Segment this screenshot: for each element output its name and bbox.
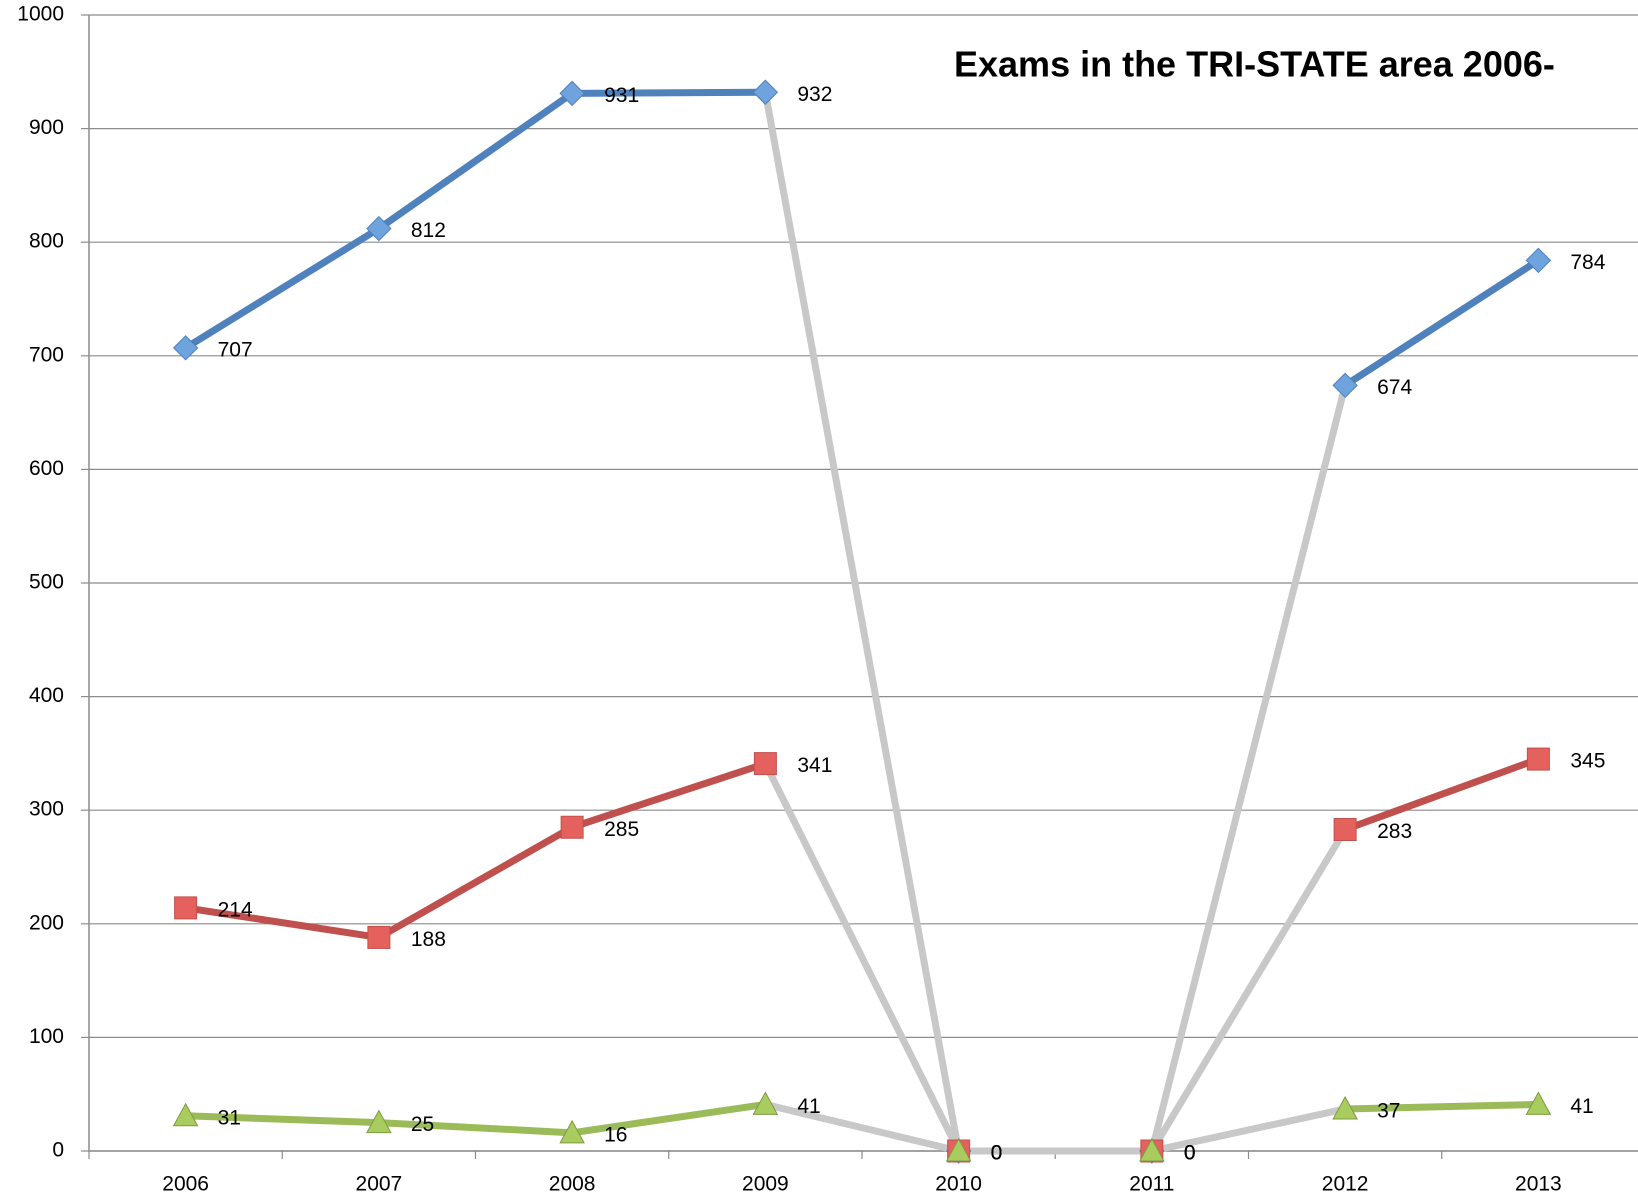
data-label: 16 [604,1123,627,1146]
data-label: 345 [1570,750,1605,773]
line-segment [568,1100,769,1137]
line-segment [1341,755,1542,834]
data-label: 41 [797,1095,820,1118]
data-label: 31 [218,1106,241,1129]
line-segment [1148,826,1349,1155]
y-tick-label: 900 [29,116,64,139]
y-tick-label: 700 [29,343,64,366]
marker [1525,1091,1552,1115]
y-tick-label: 400 [29,684,64,707]
y-tick-label: 0 [52,1139,64,1162]
line-segment [1148,381,1349,1155]
y-tick-label: 600 [29,457,64,480]
data-label: 0 [1184,1142,1196,1165]
line-segment [182,1112,383,1127]
x-tick-label: 2012 [1322,1173,1369,1196]
line-segment [568,88,769,97]
data-label: 784 [1570,251,1605,274]
line-segment [1341,256,1542,389]
x-tick-label: 2006 [162,1173,209,1196]
marker [752,79,779,105]
data-label: 0 [1184,1142,1196,1165]
marker [172,335,199,361]
marker [1139,1137,1165,1162]
y-tick-label: 1000 [17,3,64,26]
line-segment [182,904,383,941]
marker [1332,1095,1358,1120]
line-segment [761,760,963,1155]
y-tick-label: 100 [29,1025,64,1048]
marker [753,752,777,776]
marker [752,1091,779,1115]
y-tick-label: 200 [29,911,64,934]
x-tick-label: 2007 [356,1173,403,1196]
data-label: 285 [604,818,639,841]
x-tick-label: 2013 [1515,1173,1562,1196]
line-segment [1148,1105,1349,1155]
grid: 0 100 200 300 400 500 600 700 800 900 1000 2006 2007… [17,3,1638,1196]
x-tick-label: 2010 [935,1173,982,1196]
marker [367,925,391,949]
data-label: 674 [1377,376,1412,399]
line-segment [761,88,963,1155]
marker [945,1137,972,1162]
line-segment [1341,1100,1542,1113]
data-label: 37 [1377,1100,1400,1123]
marker [559,1119,585,1144]
data-label: 0 [991,1142,1003,1165]
y-tick-label: 800 [29,230,64,253]
lines [182,88,1542,1155]
data-label: 0 [991,1142,1003,1165]
data-label: 932 [797,83,832,106]
y-tick-label: 500 [29,571,64,594]
line-segment [568,760,769,831]
y-tick-label: 300 [29,798,64,821]
data-label: 283 [1377,820,1412,843]
data-label: 812 [411,219,446,242]
x-tick-label: 2008 [549,1173,596,1196]
marker [174,896,198,920]
line-segment [375,1119,576,1137]
data-label: 341 [797,754,832,777]
data-label: 0 [991,1142,1003,1165]
marker [560,815,584,839]
marker [1526,747,1550,771]
line-segment [375,823,576,941]
marker [1333,818,1357,842]
line-segment [761,1100,963,1155]
marker [172,1102,199,1127]
marker [1525,247,1552,274]
data-label: 214 [218,898,253,921]
line-segment [182,225,383,352]
line-segment [375,89,576,233]
marker [366,1109,392,1134]
data-label: 188 [411,928,446,951]
marker [1332,372,1358,399]
chart-title: Exams in the TRI-STATE area 2006- [954,44,1555,85]
marker [366,215,392,242]
x-tick-label: 2009 [742,1173,789,1196]
data-label: 41 [1570,1095,1593,1118]
x-tick-label: 2011 [1129,1173,1174,1196]
data-label: 707 [218,338,253,361]
data-label: 931 [604,84,639,107]
data-label: 0 [1184,1142,1196,1165]
marker [559,80,585,107]
data-label: 25 [411,1113,434,1136]
